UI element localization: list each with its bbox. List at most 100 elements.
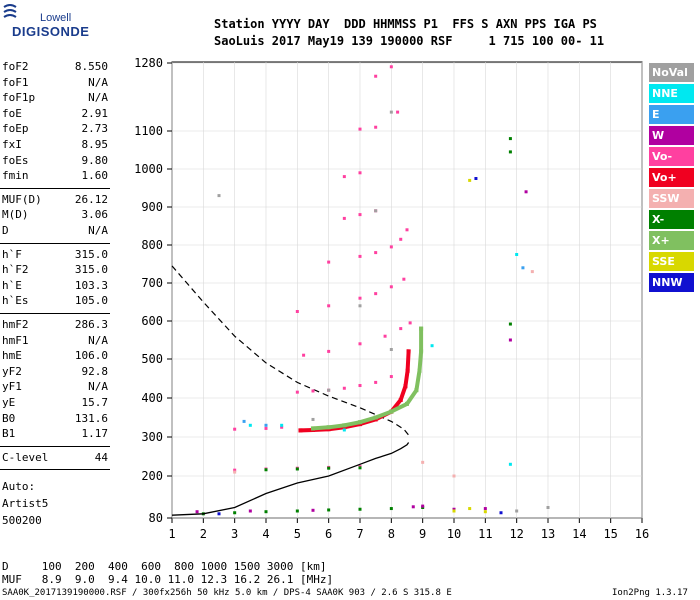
x-tick-label: 8 — [388, 527, 395, 541]
y-tick-label: 1000 — [134, 162, 163, 176]
y-tick-label: 300 — [141, 430, 163, 444]
series-x--point — [233, 511, 237, 515]
series-w-point — [483, 507, 487, 511]
series-vo--point — [358, 342, 362, 346]
header-line-2: SaoLuis 2017 May19 139 190000 RSF 1 715 … — [214, 34, 605, 48]
legend-item-noval: NoVal — [649, 63, 694, 82]
series-ssw-point — [421, 460, 425, 464]
series-noval-point — [389, 110, 393, 114]
logo-lowell-text: Lowell — [40, 12, 72, 24]
series-vo--point — [311, 427, 315, 432]
series-w-point — [508, 338, 512, 342]
series-vo--point — [311, 389, 315, 393]
series-vo--point — [374, 74, 378, 78]
profile-curve — [171, 442, 410, 516]
param-row: yE 15.7 — [2, 396, 108, 412]
series-vo--point — [403, 384, 408, 389]
y-tick-label: 1100 — [134, 124, 163, 138]
param-row: hmF2 286.3 — [2, 318, 108, 334]
param-separator — [0, 187, 110, 189]
series-vo--point — [402, 277, 406, 281]
legend-item-vo-: Vo- — [649, 147, 694, 166]
series-x--point — [311, 426, 315, 431]
param-name: h`E — [2, 278, 22, 292]
series-ssw-point — [452, 474, 456, 478]
digisonde-logo-icon — [3, 4, 17, 18]
series-w-point — [524, 190, 528, 194]
param-value: 106.0 — [74, 349, 108, 363]
param-name: fxI — [2, 138, 22, 151]
series-ssw-point — [530, 270, 534, 274]
x-tick-label: 15 — [603, 527, 617, 541]
x-tick-label: 7 — [356, 527, 363, 541]
x-tick-label: 13 — [541, 527, 555, 541]
param-name: foE — [2, 106, 22, 120]
footer-file-info: SAA0K_2017139190000.RSF / 300fx256h 50 k… — [2, 588, 452, 598]
series-w-point — [421, 504, 425, 508]
y-tick-label: 1280 — [134, 56, 163, 70]
series-noval-point — [374, 209, 378, 213]
param-name: B1 — [2, 427, 16, 441]
series-x--point — [358, 507, 362, 511]
series-vo--point — [342, 386, 346, 390]
param-value: 8.95 — [81, 138, 109, 151]
y-tick-label: 800 — [141, 238, 163, 252]
series-noval-point — [217, 194, 221, 198]
series-x--point — [508, 150, 512, 154]
series-x--point — [264, 510, 268, 514]
series-vo--point — [373, 417, 378, 422]
series-vo--point — [358, 171, 362, 175]
series-sse-point — [483, 510, 487, 514]
param-value: N/A — [88, 224, 108, 237]
series-x--point — [508, 137, 512, 141]
param-separator — [0, 445, 110, 447]
auto-label: Auto: — [2, 480, 36, 493]
x-tick-label: 9 — [419, 527, 426, 541]
series-vo--point — [398, 397, 403, 402]
series-noval-point — [515, 509, 519, 513]
series-vo--point — [342, 425, 347, 430]
series-vo--point — [327, 260, 331, 264]
param-value: 1.60 — [81, 169, 109, 183]
y-tick-label: 900 — [141, 200, 163, 214]
series-nnw-point — [499, 511, 503, 515]
series-vo--point — [374, 209, 378, 213]
header-line-1: Station YYYY DAY DDD HHMMSS P1 FFS S AXN… — [214, 17, 597, 31]
series-w-point — [452, 507, 456, 511]
legend-item-nnw: NNW — [649, 273, 694, 292]
param-name: hmF2 — [2, 318, 29, 331]
series-nne-point — [342, 428, 346, 432]
series-vo--point — [233, 468, 237, 472]
param-name: h`F — [2, 247, 22, 261]
series-vo--point — [264, 467, 268, 471]
series-x--point — [358, 420, 362, 425]
series-vo--point — [374, 125, 378, 129]
series-vo--point — [396, 110, 400, 114]
param-row: yF1 N/A — [2, 380, 108, 396]
series-e-point — [264, 423, 268, 427]
series-w-point — [195, 510, 199, 514]
series-vo--point — [327, 465, 331, 469]
series-vo--point — [233, 427, 237, 431]
series-noval-point — [311, 417, 315, 421]
series-x--point — [419, 326, 424, 331]
footer-version: Ion2Png 1.3.17 — [612, 588, 688, 598]
series-vo--point — [302, 353, 306, 357]
series-vo--point — [399, 327, 403, 331]
param-value: N/A — [88, 91, 108, 105]
series-vo--point — [358, 465, 362, 469]
param-row: h`F 315.0 — [2, 248, 108, 264]
series-vo--point — [298, 428, 303, 433]
param-row: M(D) 3.06 — [2, 208, 108, 224]
x-tick-label: 16 — [635, 527, 649, 541]
param-name: MUF(D) — [2, 192, 42, 206]
y-tick-label: 80 — [149, 511, 163, 525]
series-x--point — [327, 508, 331, 512]
param-name: h`F2 — [2, 263, 29, 277]
y-tick-label: 700 — [141, 276, 163, 290]
series-nnw-point — [217, 512, 221, 516]
series-nnw-point — [474, 177, 478, 180]
series-x--point — [264, 468, 268, 472]
series-x--point — [201, 512, 205, 516]
